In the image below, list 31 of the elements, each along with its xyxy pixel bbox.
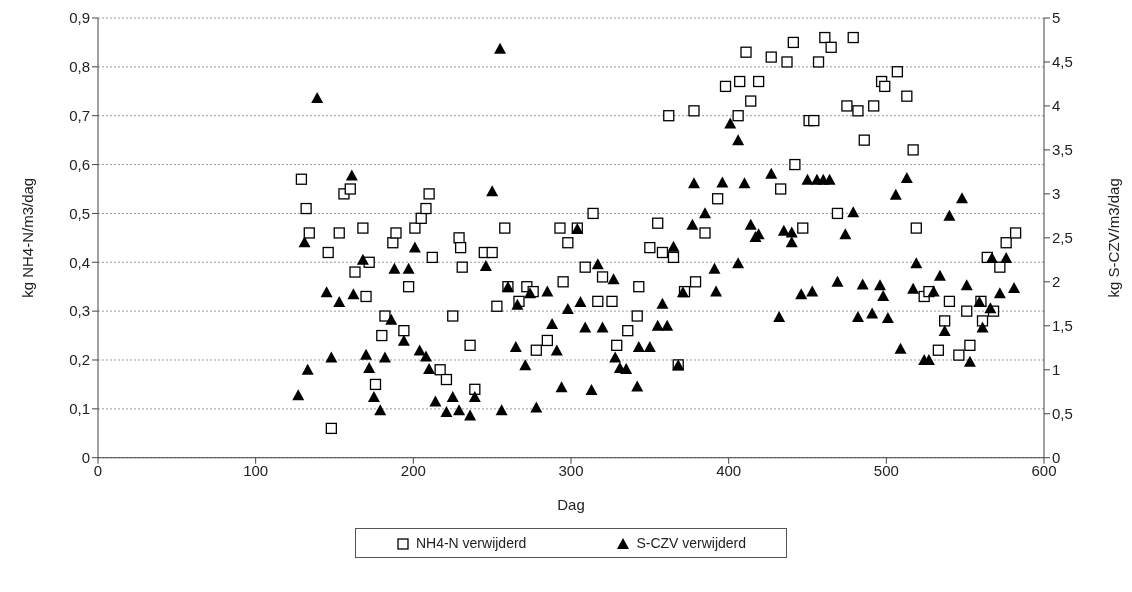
y2-tick-label: 2,5 — [1052, 229, 1073, 247]
y2-tick-label: 3 — [1052, 185, 1061, 203]
x-tick-label: 400 — [716, 462, 742, 480]
y-tick-label: 0,2 — [69, 351, 90, 369]
x-tick-label: 0 — [93, 462, 103, 480]
y-tick-label: 0,5 — [69, 204, 90, 222]
y-tick-label: 0,8 — [69, 58, 90, 76]
y2-axis-title: kg S-CZV/m3/dag — [1105, 178, 1123, 298]
y2-tick-label: 5 — [1052, 9, 1061, 27]
x-tick-label: 500 — [873, 462, 899, 480]
x-tick-label: 100 — [243, 462, 269, 480]
legend-label: S-CZV verwijderd — [635, 534, 747, 551]
x-axis-title: Dag — [557, 495, 585, 513]
y2-tick-label: 4,5 — [1052, 53, 1073, 71]
y-tick-label: 0,3 — [69, 302, 90, 320]
y-tick-label: 0 — [81, 449, 90, 467]
x-tick-label: 200 — [400, 462, 426, 480]
y-tick-label: 0,9 — [69, 9, 90, 27]
y-tick-label: 0,1 — [69, 400, 90, 418]
y2-tick-label: 4 — [1052, 97, 1061, 115]
y2-tick-label: 3,5 — [1052, 141, 1073, 159]
y2-tick-label: 0,5 — [1052, 405, 1073, 423]
legend-label: NH4-N verwijderd — [414, 534, 527, 551]
y-tick-label: 0,6 — [69, 155, 90, 173]
y-tick-label: 0,4 — [69, 253, 90, 271]
y2-tick-label: 2 — [1052, 273, 1061, 291]
y-axis-title: kg NH4-N/m3/dag — [19, 177, 37, 298]
y-tick-label: 0,7 — [69, 107, 90, 125]
y2-tick-label: 1,5 — [1052, 317, 1073, 335]
x-tick-label: 300 — [558, 462, 584, 480]
y2-tick-label: 1 — [1052, 361, 1061, 379]
